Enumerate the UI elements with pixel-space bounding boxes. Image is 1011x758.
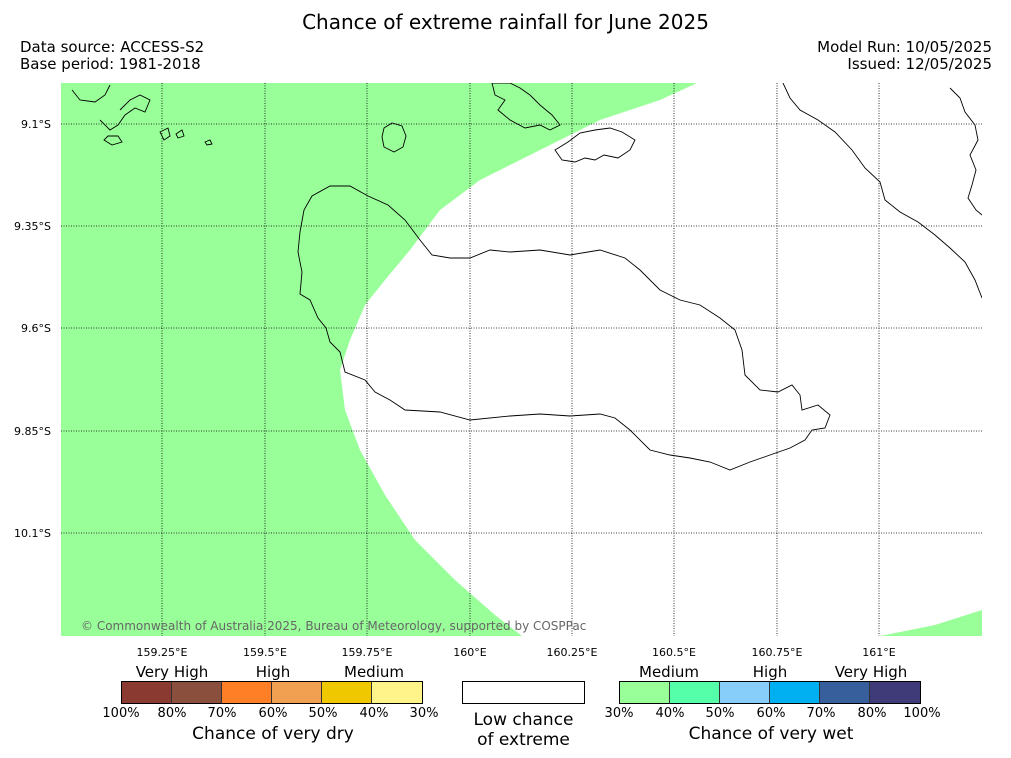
dry-tick: 70% [207,706,237,721]
wet-swatch [620,682,670,703]
russell-islands-coastline [71,84,151,146]
lon-label: 159.25°E [137,646,188,659]
lat-label: 9.6°S [21,322,51,335]
dry-swatch [372,682,422,703]
nggela-north-coastline [491,83,561,131]
dry-category-label: Very High [135,663,209,681]
dry-swatch [122,682,172,703]
chart-title: Chance of extreme rainfall for June 2025 [302,10,709,34]
lon-label: 160.25°E [547,646,598,659]
wet-category-label: Very High [834,663,908,681]
dry-caption: Chance of very dry [192,724,354,744]
lat-label: 9.85°S [14,425,51,438]
wet-tick: 30% [604,706,634,721]
dry-tick: 60% [258,706,288,721]
low-chance-line2: of extreme [477,730,570,750]
dry-colorbar [121,681,423,704]
islet-2-coastline [159,127,171,141]
small-islet-coastline [204,139,213,146]
wet-shading-southeast [880,610,982,636]
wet-tick: 60% [756,706,786,721]
dry-swatch [172,682,222,703]
lat-label: 9.1°S [21,118,51,131]
lon-label: 159.5°E [243,646,287,659]
model-run: Model Run: 10/05/2025 [817,38,992,56]
wet-swatch [820,682,870,703]
lat-label: 9.35°S [14,220,51,233]
dry-swatch [272,682,322,703]
wet-swatch [770,682,820,703]
issued-date: Issued: 12/05/2025 [847,55,992,73]
lon-label: 159.75°E [342,646,393,659]
lon-label: 160.5°E [652,646,696,659]
data-source: Data source: ACCESS-S2 [20,38,205,56]
florida-islands-coastline [554,127,636,163]
dry-swatch [222,682,272,703]
copyright-notice: © Commonwealth of Australia 2025, Bureau… [81,619,586,633]
wet-tick: 70% [806,706,836,721]
wet-colorbar [619,681,921,704]
guadalcanal-coastline [297,185,831,471]
dry-tick: 30% [409,706,439,721]
wet-swatch [870,682,920,703]
savo-island-coastline [381,122,407,153]
wet-tick: 80% [857,706,887,721]
wet-swatch [720,682,770,703]
wet-category-label: High [752,663,788,681]
lon-label: 161°E [862,646,895,659]
dry-category-label: High [255,663,291,681]
wet-tick: 50% [705,706,735,721]
malaita-coastline [782,83,982,299]
dry-tick: 80% [157,706,187,721]
wet-swatch [670,682,720,703]
low-chance-line1: Low chance [473,710,574,730]
low-chance-box [462,681,585,704]
malaita-east-coastline [949,87,982,216]
lon-label: 160.75°E [752,646,803,659]
wet-tick: 40% [655,706,685,721]
islet-3-coastline [175,129,185,139]
dry-swatch [322,682,372,703]
wet-shading-west [61,83,697,636]
data-source-block: Data source: ACCESS-S2 Base period: 1981… [20,39,204,73]
lon-label: 160°E [453,646,486,659]
low-chance-caption: Low chance of extreme [462,710,585,750]
wet-caption: Chance of very wet [688,724,854,744]
base-period: Base period: 1981-2018 [20,55,201,73]
wet-tick: 100% [903,706,941,721]
model-run-block: Model Run: 10/05/2025 Issued: 12/05/2025 [817,39,992,73]
wet-category-label: Medium [639,663,699,681]
dry-tick: 50% [308,706,338,721]
dry-tick: 100% [102,706,140,721]
dry-tick: 40% [359,706,389,721]
dry-category-label: Medium [344,663,404,681]
lat-label: 10.1°S [14,527,51,540]
